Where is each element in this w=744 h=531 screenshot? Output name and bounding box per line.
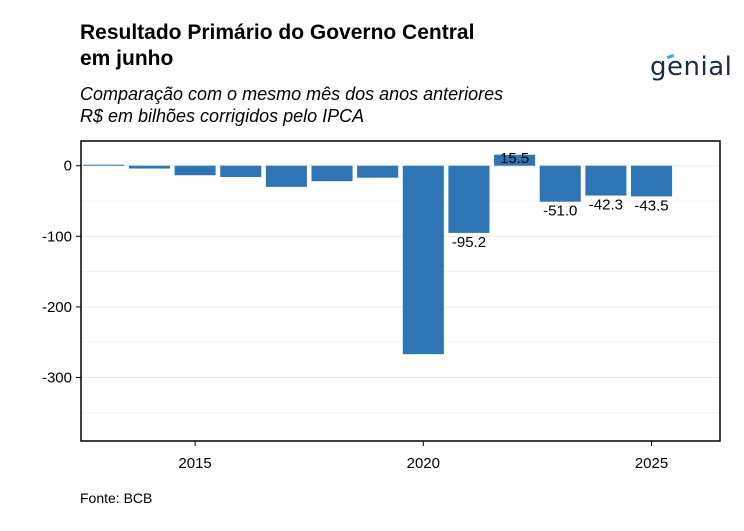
x-tick-label: 2025 (635, 455, 668, 472)
subtitle-line-1: Comparação com o mesmo mês dos anos ante… (80, 84, 504, 104)
y-tick-label: 0 (64, 158, 72, 175)
grid-lines (81, 165, 720, 414)
bar-2015 (174, 165, 216, 176)
chart-title: Resultado Primário do Governo Central em… (80, 20, 640, 72)
chart-subtitle: Comparação com o mesmo mês dos anos ante… (80, 83, 640, 127)
bar-2016 (220, 165, 262, 177)
y-tick-label: -100 (42, 228, 72, 245)
y-axis-ticks: 0 -100 -200 -300 (42, 158, 81, 386)
bar-2018 (311, 165, 353, 182)
data-label-2024: -42.3 (589, 197, 623, 214)
bar-2020 (402, 165, 444, 355)
title-line-2: em junho (80, 47, 174, 70)
data-labels: -95.2 15.5 -51.0 -42.3 -43.5 (452, 150, 669, 251)
x-axis-ticks: 2015 2020 2025 (178, 441, 668, 472)
y-tick-label: -200 (42, 299, 72, 316)
title-line-1: Resultado Primário do Governo Central (80, 21, 475, 44)
x-tick-label: 2020 (407, 455, 440, 472)
data-label-2025: -43.5 (634, 197, 668, 214)
y-tick-label: -300 (42, 369, 72, 386)
data-label-2021: -95.2 (452, 234, 486, 251)
bar-2021 (448, 165, 490, 233)
bar-2014 (128, 165, 171, 169)
bar-2013 (83, 164, 125, 166)
x-tick-label: 2015 (178, 455, 211, 472)
bar-2024 (585, 165, 627, 196)
bar-2017 (265, 165, 307, 187)
bar-2022 (494, 154, 536, 166)
logo-text: genial (650, 52, 733, 82)
bar-2023 (539, 165, 581, 202)
bar-2025 (630, 165, 673, 197)
data-label-2023: -51.0 (543, 203, 577, 220)
data-label-2022: 15.5 (500, 150, 529, 167)
subtitle-line-2: R$ em bilhões corrigidos pelo IPCA (80, 106, 365, 126)
bars (83, 154, 673, 355)
genial-logo: genial (650, 52, 732, 82)
plot-border (80, 140, 721, 442)
source-note: Fonte: BCB (80, 490, 153, 506)
bar-2019 (357, 165, 399, 178)
